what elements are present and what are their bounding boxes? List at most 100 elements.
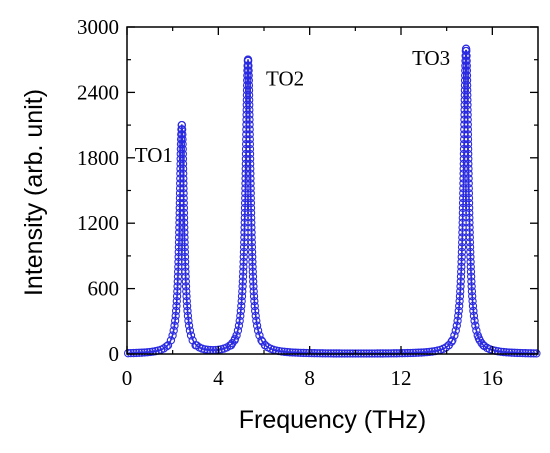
peak-label: TO2 (266, 67, 304, 91)
data-point (408, 348, 418, 358)
data-point (172, 301, 181, 311)
data-point (182, 296, 191, 306)
data-point (459, 154, 468, 164)
data-point (458, 213, 467, 222)
data-point (240, 203, 250, 213)
data-point (241, 174, 250, 183)
data-point (422, 348, 431, 357)
data-point (247, 238, 256, 247)
data-point (248, 257, 257, 267)
data-point (463, 90, 472, 100)
data-point (237, 301, 246, 311)
data-point (173, 287, 182, 296)
data-point (178, 154, 188, 164)
data-point (467, 272, 476, 281)
data-point (247, 233, 256, 242)
data-point (173, 277, 182, 286)
data-point (465, 218, 474, 227)
data-point (248, 252, 257, 262)
data-point (188, 336, 197, 345)
data-point (241, 159, 250, 168)
data-point (465, 203, 474, 213)
data-point (173, 282, 182, 291)
data-point (171, 306, 181, 316)
data-point (252, 321, 262, 330)
data-point (175, 223, 184, 232)
data-point (471, 321, 480, 330)
data-point (245, 105, 254, 114)
data-point (458, 203, 468, 213)
data-point (456, 277, 465, 286)
data-point (462, 56, 471, 65)
data-point (148, 347, 157, 356)
data-point (475, 336, 484, 345)
data-point (178, 140, 187, 149)
x-axis-title: Frequency (THz) (239, 406, 427, 434)
data-point (240, 208, 250, 217)
data-point (247, 213, 256, 222)
data-point (464, 169, 473, 178)
data-point (184, 321, 194, 330)
data-point (310, 349, 319, 358)
data-point (459, 144, 469, 154)
data-point (242, 105, 251, 114)
data-point (466, 257, 475, 267)
data-point (291, 348, 300, 357)
data-point (248, 262, 257, 271)
data-point (172, 292, 182, 301)
data-point (448, 336, 457, 345)
data-point (233, 326, 243, 335)
data-point (234, 321, 244, 330)
data-point (462, 71, 472, 80)
data-point (285, 348, 294, 357)
data-point (277, 347, 286, 356)
series-layer (123, 44, 541, 358)
data-point (246, 169, 255, 178)
data-point (241, 184, 250, 193)
data-point (465, 223, 474, 232)
data-point (250, 296, 259, 306)
data-point (458, 198, 468, 208)
y-axis-title: Intensity (arb. unit) (20, 89, 48, 296)
data-point (238, 272, 248, 281)
data-point (240, 198, 250, 208)
data-point (460, 81, 470, 90)
data-point (244, 61, 253, 70)
data-point (185, 326, 195, 335)
data-point (178, 144, 187, 154)
data-point (460, 90, 469, 100)
data-point (176, 149, 185, 159)
data-point (245, 100, 254, 110)
data-point (293, 348, 303, 357)
x-tick-label: 0 (122, 366, 133, 390)
data-point (241, 154, 251, 164)
data-point (178, 130, 187, 139)
data-point (181, 282, 191, 291)
data-point (255, 331, 264, 340)
data-point (280, 347, 289, 356)
data-point (463, 95, 472, 105)
data-point (228, 339, 237, 348)
data-point (469, 311, 479, 320)
data-point (244, 86, 254, 95)
data-point (171, 316, 180, 325)
data-point (461, 44, 471, 53)
data-point (183, 306, 192, 316)
data-point (465, 238, 475, 247)
data-point (299, 348, 308, 358)
y-tick-label: 2400 (77, 80, 119, 104)
data-point (246, 203, 256, 213)
data-point (465, 208, 474, 217)
y-tick-label: 1200 (77, 211, 119, 235)
data-point (463, 86, 472, 95)
peak-label: TO1 (135, 143, 173, 167)
data-point (251, 311, 260, 320)
data-point (241, 179, 250, 188)
data-point (247, 218, 256, 227)
data-point (465, 213, 474, 222)
data-point (176, 164, 185, 173)
y-tick-label: 0 (109, 342, 120, 366)
data-point (464, 164, 473, 173)
data-point (464, 184, 473, 193)
